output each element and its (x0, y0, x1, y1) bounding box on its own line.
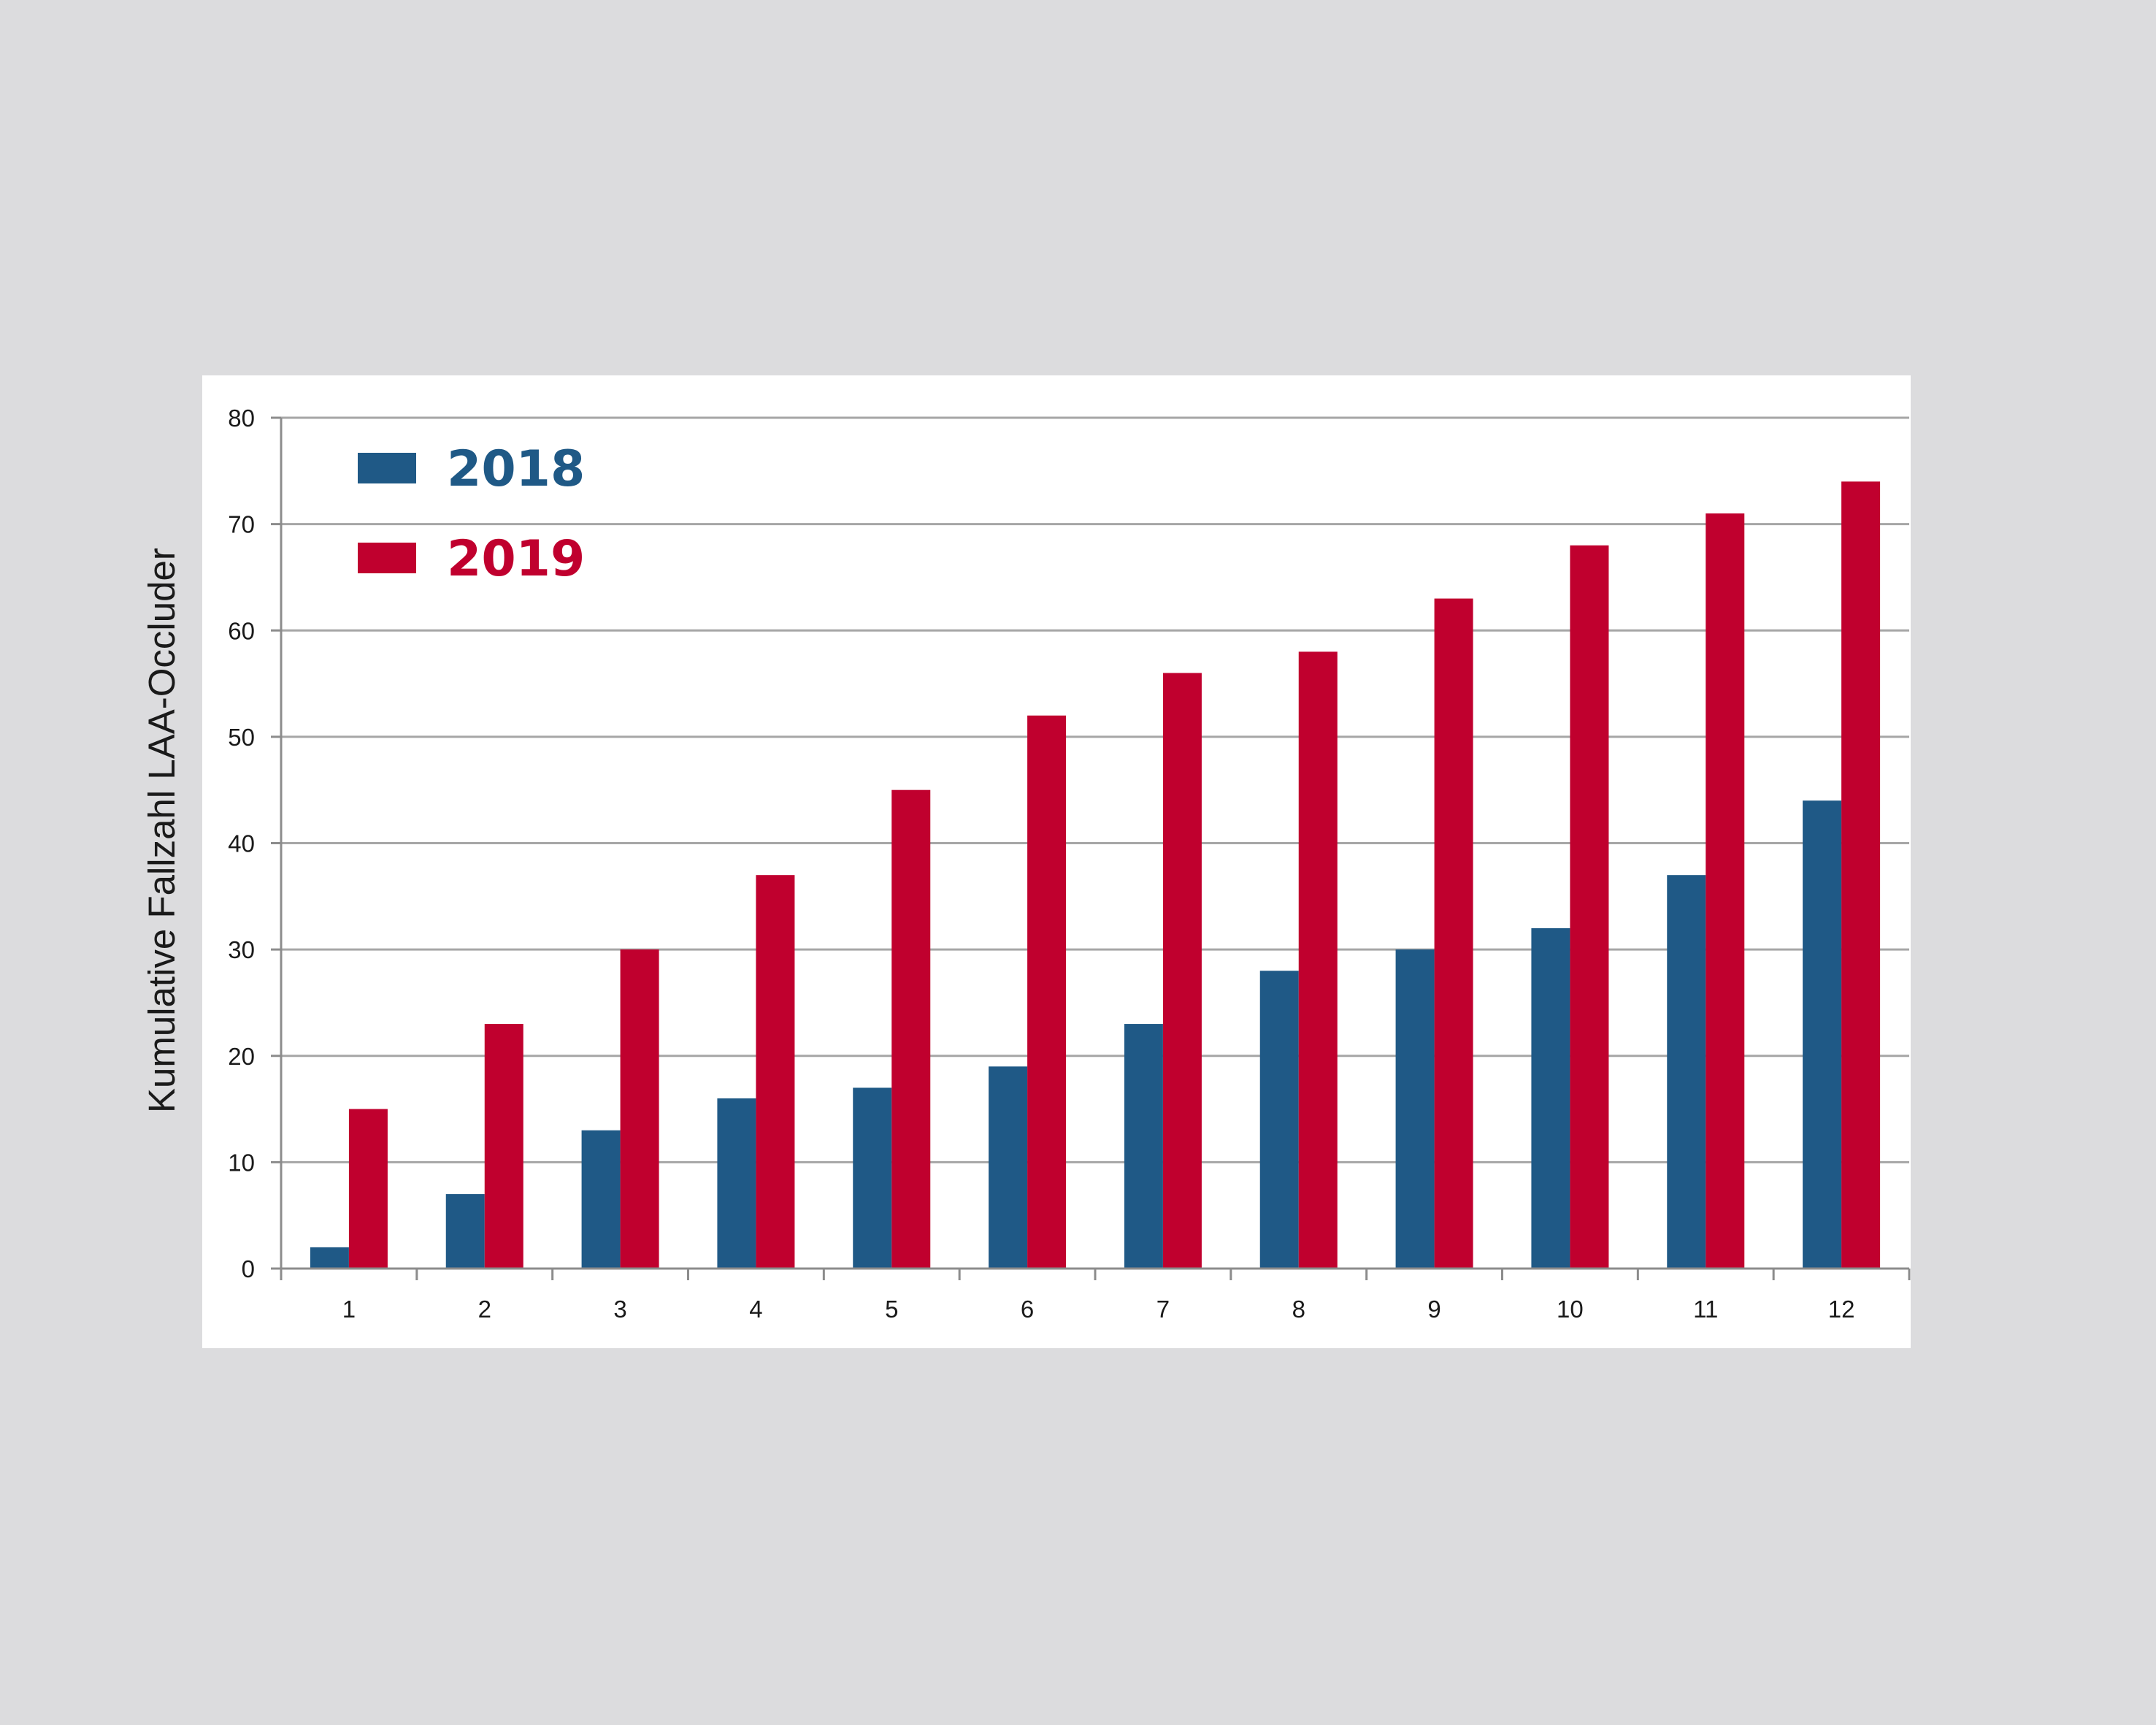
legend-label-2018: 2018 (447, 440, 585, 498)
bar-2018-10 (1531, 928, 1570, 1269)
bar-2019-11 (1706, 513, 1745, 1269)
axes (271, 416, 1911, 1280)
bar-2018-3 (581, 1130, 621, 1269)
y-tick-label: 20 (228, 1043, 255, 1070)
x-tick-label: 4 (749, 1296, 762, 1323)
x-tick-label: 5 (885, 1296, 898, 1323)
bar-2019-8 (1298, 651, 1338, 1269)
bar-2019-12 (1841, 481, 1881, 1269)
y-tick-label: 60 (228, 617, 255, 644)
bar-2018-5 (853, 1087, 892, 1269)
x-tick-label: 10 (1557, 1296, 1584, 1323)
bar-2018-2 (445, 1194, 485, 1269)
bars (310, 481, 1881, 1269)
x-tick-label: 2 (478, 1296, 491, 1323)
x-tick-label: 9 (1427, 1296, 1440, 1323)
y-tick-label: 40 (228, 830, 255, 857)
x-tick-label: 7 (1156, 1296, 1170, 1323)
legend: 2018 2019 (358, 440, 585, 588)
y-tick-label: 80 (228, 405, 255, 432)
x-tick-label: 6 (1021, 1296, 1034, 1323)
y-axis-title: Kumulative Fallzahl LAA-Occluder (141, 548, 183, 1113)
bar-2018-12 (1803, 800, 1842, 1269)
bar-2019-7 (1162, 673, 1202, 1269)
bar-2019-10 (1570, 545, 1609, 1269)
bar-2018-9 (1395, 949, 1435, 1269)
y-tick-label: 70 (228, 511, 255, 538)
bar-2019-2 (484, 1024, 523, 1269)
bar-2019-3 (620, 949, 659, 1269)
bar-2019-6 (1027, 715, 1067, 1269)
y-tick-label: 50 (228, 724, 255, 751)
bar-2019-4 (756, 875, 795, 1269)
bar-2019-9 (1434, 598, 1473, 1269)
bar-2018-6 (989, 1066, 1028, 1269)
x-tick-label: 11 (1693, 1296, 1718, 1323)
bar-2019-1 (348, 1109, 388, 1269)
x-tick-label: 3 (613, 1296, 626, 1323)
legend-swatch-2019 (358, 543, 416, 573)
bar-2018-8 (1259, 971, 1299, 1269)
y-tick-label: 30 (228, 936, 255, 963)
legend-label-2019: 2019 (447, 530, 585, 588)
legend-swatch-2018 (358, 453, 416, 483)
bar-2018-11 (1667, 875, 1706, 1269)
x-tick-label: 1 (342, 1296, 356, 1323)
bar-2018-1 (310, 1247, 349, 1269)
gridlines (281, 416, 1909, 1163)
x-tick-label: 8 (1292, 1296, 1305, 1323)
y-tick-label: 10 (228, 1149, 255, 1176)
bar-2019-5 (891, 789, 931, 1269)
bar-2018-4 (717, 1098, 756, 1269)
y-tick-label: 0 (242, 1255, 255, 1282)
bar-2018-7 (1124, 1024, 1163, 1269)
x-tick-label: 12 (1828, 1296, 1855, 1323)
